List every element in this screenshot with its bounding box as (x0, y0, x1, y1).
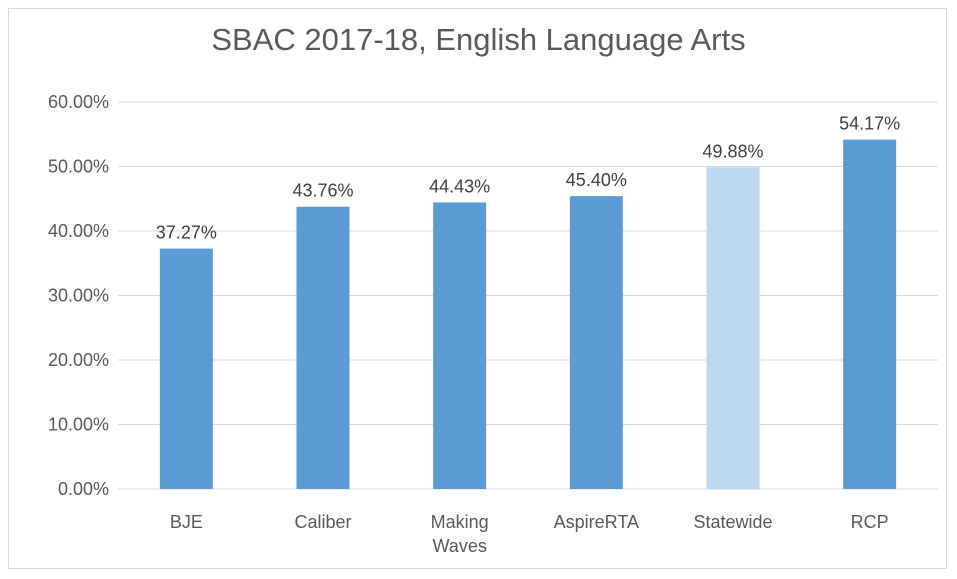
x-tick-label: Making Waves (431, 512, 489, 556)
data-label: 44.43% (429, 176, 490, 196)
bar (569, 196, 623, 490)
bar (159, 248, 213, 489)
x-tick-label-line: Waves (432, 536, 486, 556)
x-tick-label: Caliber (294, 512, 351, 532)
x-tick-label: Statewide (693, 512, 772, 532)
y-tick-label: 20.00% (48, 350, 109, 370)
y-tick-label: 60.00% (48, 92, 109, 112)
y-tick-label: 10.00% (48, 415, 109, 435)
chart-title: SBAC 2017-18, English Language Arts (211, 22, 746, 57)
bar (296, 206, 350, 490)
data-label: 54.17% (839, 114, 900, 134)
x-tick-label-line: AspireRTA (554, 512, 639, 532)
bar (706, 167, 760, 490)
x-tick-label: RCP (851, 512, 889, 532)
x-tick-label-line: Statewide (693, 512, 772, 532)
data-label: 49.88% (702, 141, 763, 161)
y-tick-label: 50.00% (48, 157, 109, 177)
y-tick-label: 40.00% (48, 221, 109, 241)
x-tick-label-line: BJE (170, 512, 203, 532)
y-tick-label: 30.00% (48, 286, 109, 306)
x-tick-label-line: Caliber (294, 512, 351, 532)
y-tick-label: 0.00% (58, 479, 109, 499)
x-tick-label: AspireRTA (554, 512, 639, 532)
x-tick-label-line: RCP (851, 512, 889, 532)
data-label: 43.76% (292, 181, 353, 201)
data-label: 37.27% (156, 223, 217, 243)
x-tick-label: BJE (170, 512, 203, 532)
bar (843, 139, 897, 489)
bar (433, 202, 487, 489)
data-label: 45.40% (566, 170, 627, 190)
x-tick-label-line: Making (431, 512, 489, 532)
